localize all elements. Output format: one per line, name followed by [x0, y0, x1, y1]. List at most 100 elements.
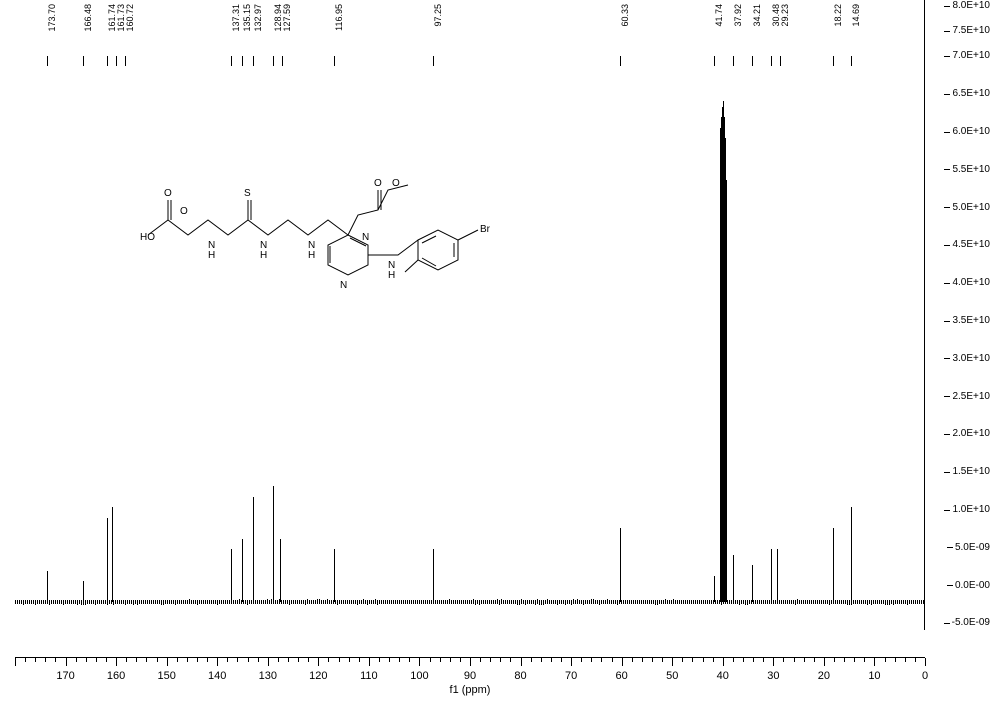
noise [439, 602, 440, 604]
noise [515, 600, 516, 602]
noise [99, 602, 100, 603]
noise [489, 602, 490, 604]
peak-drop-line [752, 56, 753, 66]
noise [509, 601, 510, 602]
y-tick: 3.5E+10 [952, 315, 990, 326]
noise [21, 602, 22, 603]
noise [573, 599, 574, 602]
nmr-peak [752, 565, 753, 602]
noise [247, 602, 248, 604]
noise [189, 599, 190, 602]
noise [475, 602, 476, 605]
noise [859, 602, 860, 604]
nmr-peak [620, 528, 621, 602]
noise [191, 600, 192, 602]
peak-label: 60.33 [620, 4, 630, 27]
noise [697, 600, 698, 602]
noise [461, 601, 462, 602]
noise [869, 600, 870, 602]
noise [231, 600, 232, 602]
noise [117, 600, 118, 602]
noise [521, 599, 522, 602]
noise [599, 602, 600, 605]
noise [531, 602, 532, 603]
noise [59, 600, 60, 602]
noise [901, 602, 902, 603]
noise [107, 602, 108, 605]
noise [43, 602, 44, 604]
x-tick-label: 20 [818, 670, 830, 682]
noise [617, 602, 618, 605]
peak-drop-line [620, 56, 621, 66]
y-tick: 2.0E+10 [952, 428, 990, 439]
noise [631, 602, 632, 604]
noise [153, 601, 154, 602]
x-tick-minor [409, 658, 410, 662]
peak-label: 116.95 [334, 4, 344, 31]
noise [783, 602, 784, 603]
noise [213, 602, 214, 603]
noise [229, 602, 230, 603]
noise [375, 599, 376, 602]
noise [747, 602, 748, 605]
noise [73, 600, 74, 602]
noise [65, 602, 66, 603]
noise [731, 602, 732, 604]
x-tick-minor [288, 658, 289, 662]
x-tick-minor [157, 658, 158, 662]
noise [221, 600, 222, 602]
noise [807, 602, 808, 603]
noise [161, 602, 162, 605]
peak-drop-line [116, 56, 117, 66]
noise [801, 602, 802, 603]
x-tick-major [318, 658, 319, 666]
noise [485, 600, 486, 602]
noise [203, 602, 204, 604]
svg-text:O: O [374, 178, 382, 189]
x-tick-minor [45, 658, 46, 662]
noise [53, 602, 54, 603]
x-tick-minor [652, 658, 653, 662]
peak-drop-line [231, 56, 232, 66]
nmr-peak [733, 555, 734, 602]
noise [45, 601, 46, 602]
noise [861, 600, 862, 603]
noise [105, 601, 106, 602]
x-tick-minor [146, 658, 147, 662]
x-tick-minor [86, 658, 87, 662]
noise [633, 601, 634, 603]
noise [847, 602, 848, 605]
noise [219, 602, 220, 603]
noise [109, 600, 110, 602]
x-tick-major [116, 658, 117, 666]
noise [767, 602, 768, 603]
noise [443, 601, 444, 603]
x-tick-minor [379, 658, 380, 662]
noise [273, 599, 274, 602]
noise [551, 602, 552, 604]
noise [853, 601, 854, 602]
x-tick-minor [177, 658, 178, 662]
x-tick-major [874, 658, 875, 666]
x-tick-minor [794, 658, 795, 662]
y-tick: 4.0E+10 [952, 277, 990, 288]
noise [583, 602, 584, 605]
x-tick-minor [612, 658, 613, 662]
noise [797, 599, 798, 602]
noise [699, 600, 700, 603]
noise [343, 600, 344, 602]
peak-label: 97.25 [433, 4, 443, 27]
noise [447, 601, 448, 602]
noise [577, 599, 578, 602]
noise [317, 599, 318, 602]
peak-label: 160.72 [125, 4, 135, 32]
noise [587, 602, 588, 603]
noise [727, 602, 728, 603]
noise [701, 602, 702, 603]
noise [175, 602, 176, 605]
x-tick-major [167, 658, 168, 666]
noise [441, 600, 442, 602]
peak-label: 173.70 [47, 4, 57, 32]
noise [757, 602, 758, 604]
x-tick-minor [430, 658, 431, 662]
